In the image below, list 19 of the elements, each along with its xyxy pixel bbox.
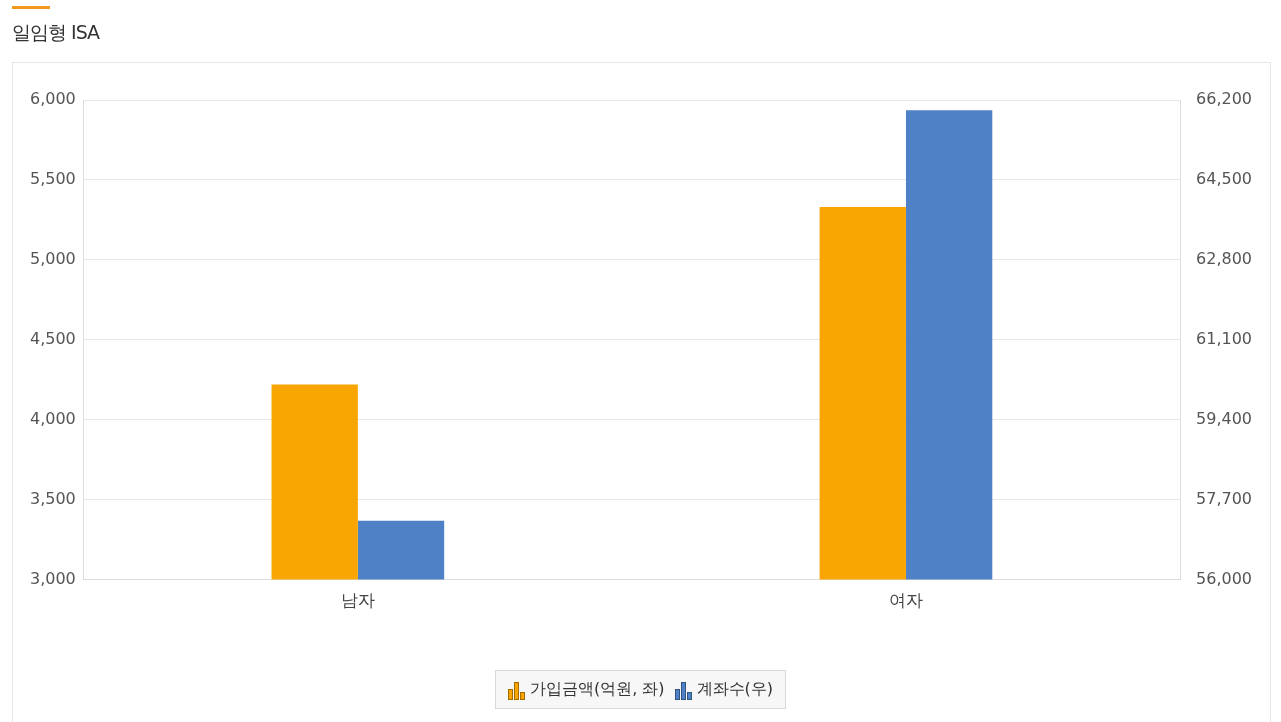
- legend-label: 계좌수(우): [696, 679, 774, 700]
- y2-tick-label: 62,800: [1196, 249, 1252, 269]
- x-tick-label: 남자: [340, 590, 375, 611]
- y-tick-label: 5,000: [29, 249, 76, 269]
- y-tick-label: 4,500: [29, 328, 76, 348]
- y2-tick-label: 59,400: [1196, 408, 1252, 428]
- y2-tick-label: 57,700: [1196, 488, 1252, 508]
- y-tick-label: 5,500: [29, 169, 76, 189]
- y2-tick-label: 66,200: [1196, 89, 1252, 109]
- y2-tick-label: 61,100: [1196, 328, 1252, 348]
- y-tick-label: 6,000: [29, 89, 76, 109]
- y-tick-label: 3,000: [29, 568, 76, 588]
- y2-tick-label: 64,500: [1196, 169, 1252, 189]
- y-tick-label: 3,500: [29, 488, 76, 508]
- y-tick-label: 4,000: [29, 408, 76, 428]
- chart-title: 일임형 ISA: [12, 20, 100, 45]
- y2-tick-label: 56,000: [1196, 568, 1252, 588]
- x-tick-label: 여자: [888, 590, 923, 611]
- legend-label: 가입금액(억원, 좌): [529, 679, 665, 700]
